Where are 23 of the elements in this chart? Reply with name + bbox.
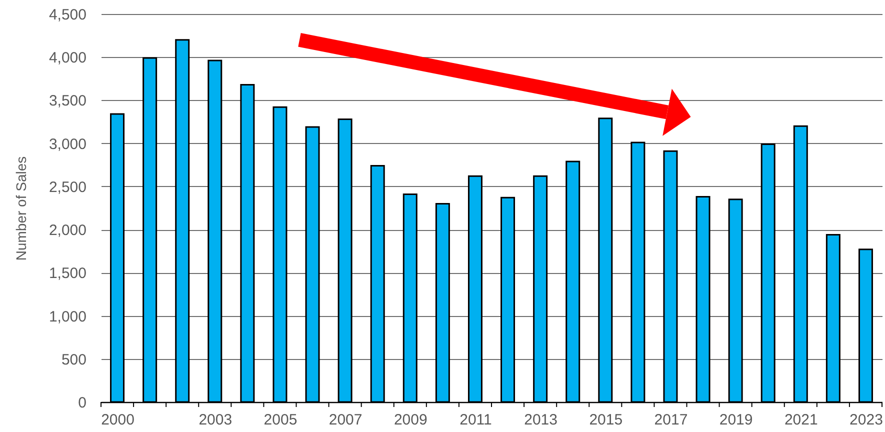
x-tick-label: 2005 (264, 412, 298, 428)
x-tick-label: 2023 (850, 412, 883, 428)
y-tick-label: 3,000 (48, 136, 86, 153)
y-tick-label: 4,000 (48, 50, 86, 67)
y-tick-label: 1,500 (48, 265, 86, 282)
y-tick-label: 0 (78, 394, 86, 412)
y-tick-label: 2,000 (48, 222, 86, 240)
y-tick-label: 3,500 (48, 92, 86, 110)
x-tick-label: 2019 (719, 412, 753, 428)
y-tick-label: 1,000 (48, 308, 86, 326)
x-tick-label: 2013 (524, 412, 558, 428)
y-tick-label: 500 (61, 351, 86, 368)
y-tick-label: 2,500 (48, 178, 86, 196)
y-tick-label: 4,500 (48, 6, 86, 24)
y-axis-title: Number of Sales (12, 156, 29, 261)
x-tick-label: 2021 (784, 412, 818, 428)
x-tick-label: 2003 (198, 412, 232, 428)
x-tick-label: 2011 (460, 412, 492, 428)
x-tick-label: 2017 (654, 412, 688, 428)
x-tick-label: 2007 (328, 412, 362, 428)
x-tick-label: 2015 (589, 412, 623, 428)
x-tick-label: 2000 (101, 412, 134, 428)
x-tick-label: 2009 (394, 412, 428, 428)
